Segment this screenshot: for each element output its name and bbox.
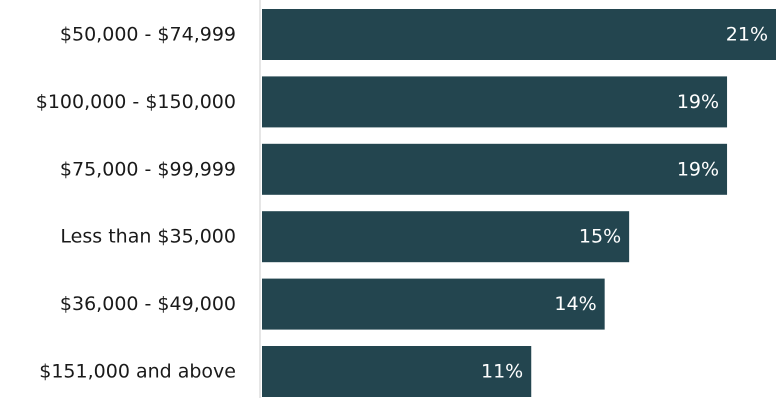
bar: [262, 346, 532, 397]
value-label: 21%: [726, 24, 768, 46]
category-label: $151,000 and above: [39, 361, 236, 383]
bar: [262, 143, 728, 195]
category-label: $100,000 - $150,000: [36, 91, 236, 113]
category-label: $36,000 - $49,000: [60, 293, 236, 315]
value-label: 19%: [677, 91, 719, 113]
bar: [262, 211, 630, 263]
value-label: 11%: [481, 361, 523, 383]
value-label: 14%: [554, 293, 596, 315]
bar: [262, 278, 605, 330]
bar: [262, 76, 728, 128]
value-label: 19%: [677, 158, 719, 180]
value-label: 15%: [579, 226, 621, 248]
bar: [262, 9, 776, 60]
category-label: $75,000 - $99,999: [60, 158, 236, 180]
category-label: Less than $35,000: [60, 226, 236, 248]
category-label: $50,000 - $74,999: [60, 24, 236, 46]
